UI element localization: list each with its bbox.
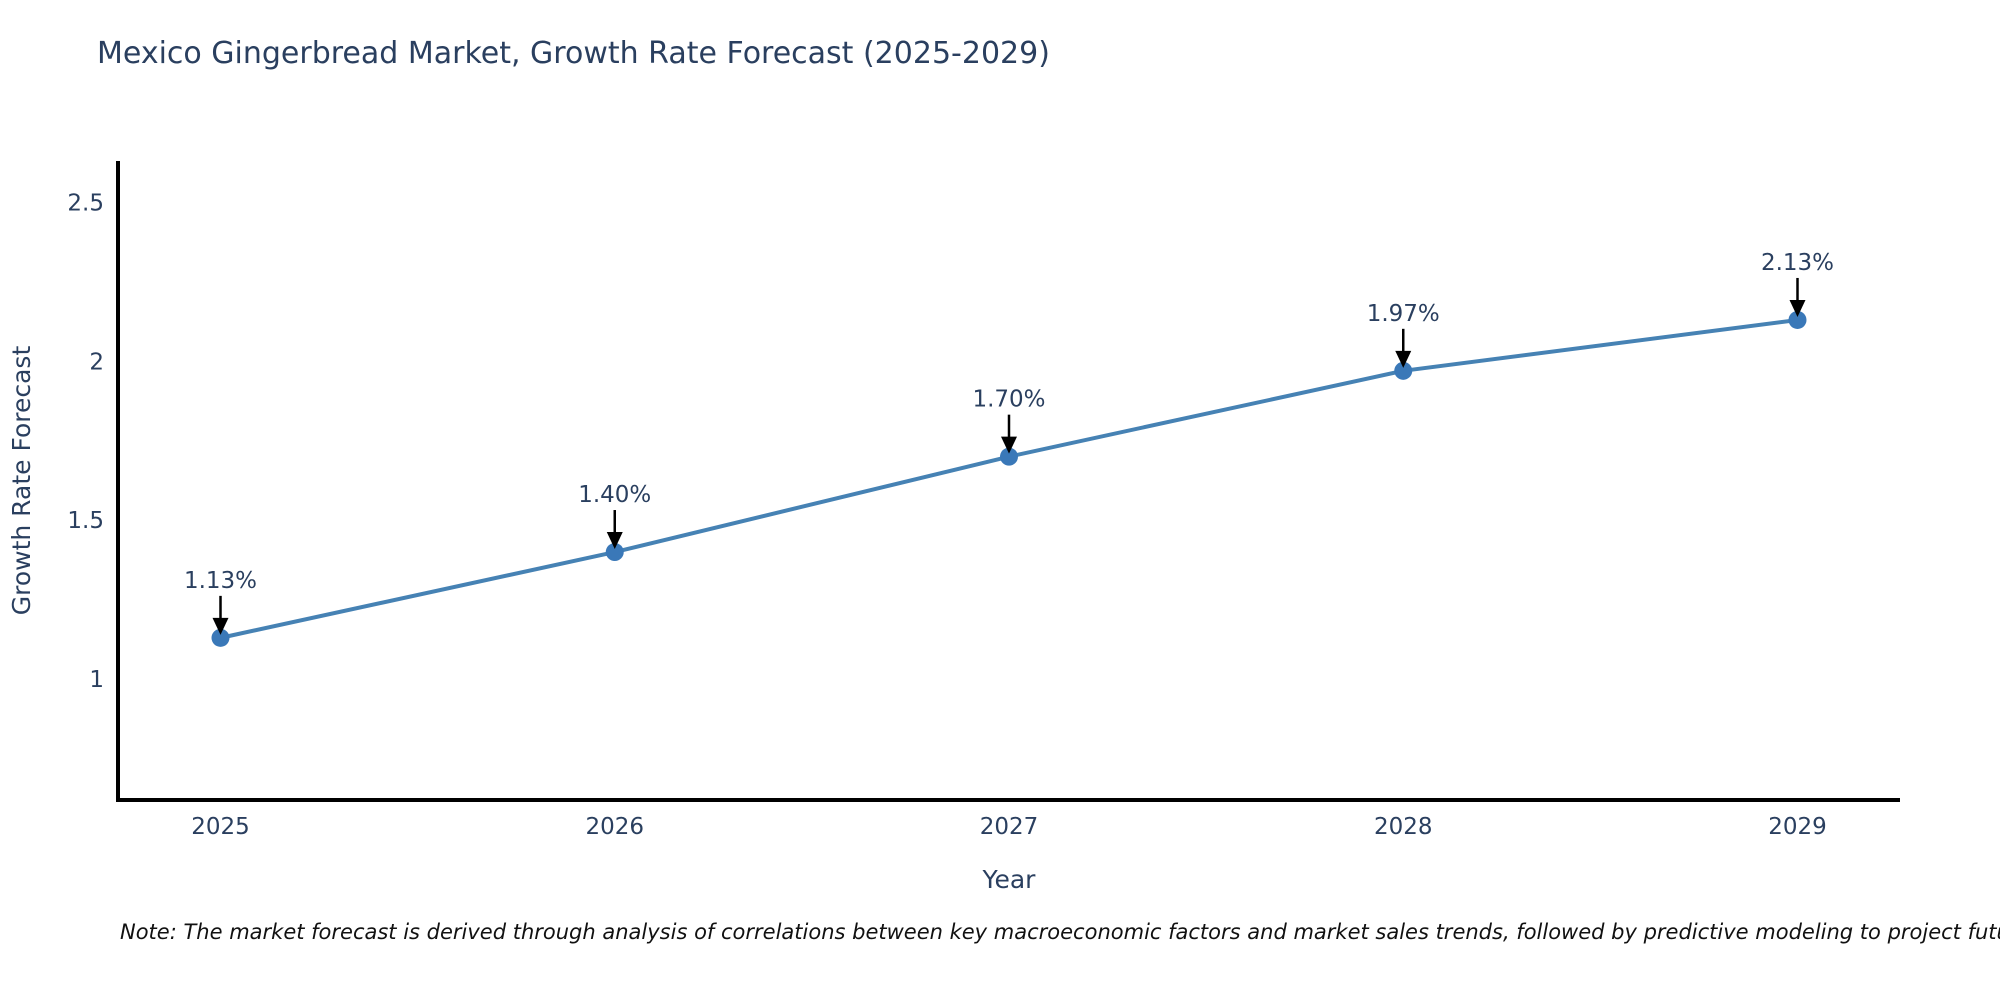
x-tick-label: 2026 [585,814,644,840]
x-axis-title: Year [982,865,1037,894]
y-tick-label: 1.5 [67,508,104,534]
y-tick-label: 1 [89,667,104,693]
annotation-arrowhead [1001,436,1017,454]
x-tick-label: 2029 [1768,814,1827,840]
chart-footnote: Note: The market forecast is derived thr… [120,920,2000,944]
series-line [218,317,1800,640]
annotation-arrowhead [606,532,623,550]
data-point-marker [1788,310,1807,329]
y-axis-title: Growth Rate Forecast [7,346,36,616]
data-point-marker [605,543,624,562]
y-tick-label: 2.5 [67,190,104,216]
data-point-marker [1394,361,1413,380]
chart-title: Mexico Gingerbread Market, Growth Rate F… [97,36,1050,71]
data-point-marker [1000,447,1018,466]
y-tick-label: 2 [89,349,104,375]
annotation-arrowhead [1789,299,1806,317]
annotation-arrowhead [1395,350,1412,368]
annotation-arrowhead [212,617,229,635]
point-annotation-label: 1.40% [578,482,651,508]
point-annotation-label: 2.13% [1761,250,1834,276]
x-tick-label: 2027 [980,814,1039,840]
point-annotation-label: 1.97% [1367,301,1440,327]
x-tick-label: 2025 [191,814,250,840]
data-point-marker [211,628,230,647]
point-annotation-label: 1.70% [972,387,1045,413]
point-annotation-label: 1.13% [184,568,257,594]
x-tick-label: 2028 [1374,814,1433,840]
